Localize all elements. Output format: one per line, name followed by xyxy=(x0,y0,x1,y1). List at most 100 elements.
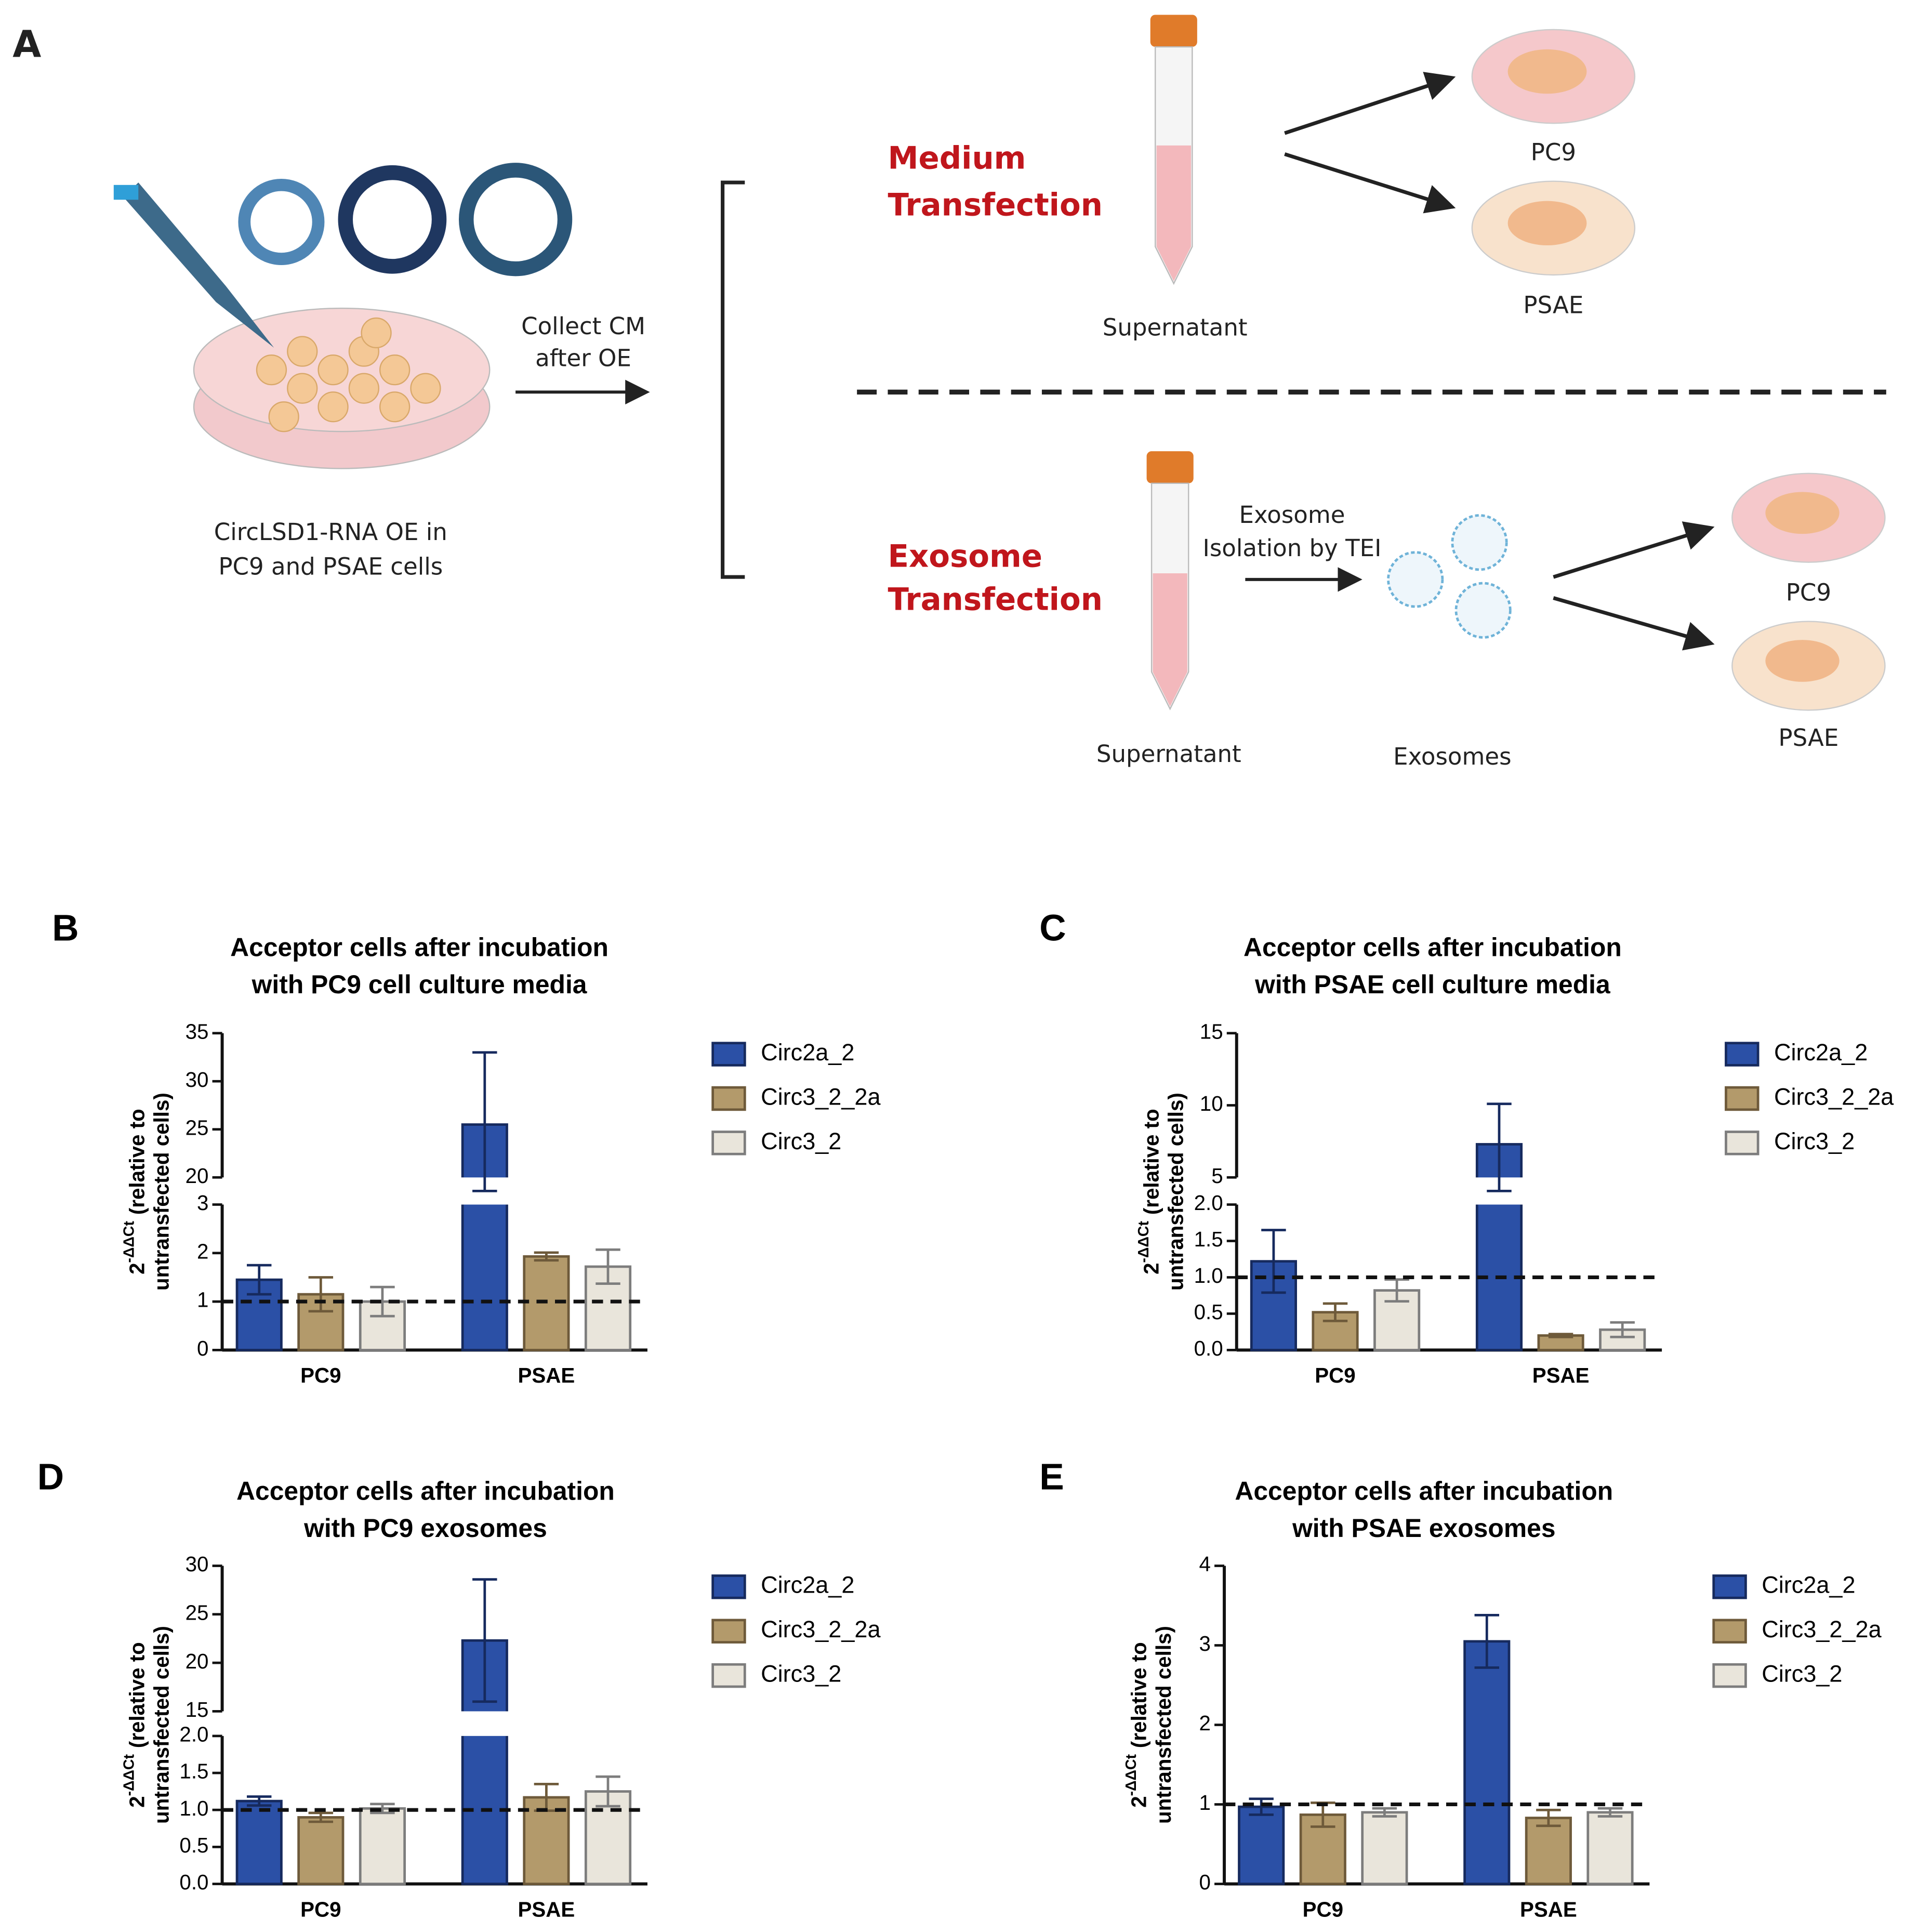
chart: C Acceptor cells after incubation with PSA… xyxy=(1039,908,1894,1388)
error-bar xyxy=(1548,1333,1573,1338)
legend-swatch xyxy=(711,1574,746,1599)
legend-swatch xyxy=(1712,1574,1747,1599)
bar xyxy=(235,1799,283,1885)
y-axis-label: 2-ΔΔCt (relative to xyxy=(1135,1109,1163,1274)
error-bar xyxy=(1536,1808,1561,1828)
axis-break-gap xyxy=(460,1711,510,1736)
cells xyxy=(256,317,441,432)
route-title: Transfection xyxy=(888,582,1103,617)
y-tick-label: 1.5 xyxy=(179,1759,208,1783)
panel-label: D xyxy=(37,1456,64,1497)
y-tick-label: 20 xyxy=(186,1164,209,1188)
legend-label: Circ3_2 xyxy=(761,1661,841,1687)
error-bar xyxy=(1487,1102,1512,1192)
chart-title: Acceptor cells after incubation xyxy=(236,1477,615,1506)
arrow xyxy=(1284,72,1456,135)
y-tick-label: 3 xyxy=(1199,1632,1211,1655)
legend-label: Circ3_2_2a xyxy=(761,1083,881,1110)
y-tick-label: 3 xyxy=(197,1191,208,1215)
y-axis-label-base: 2 xyxy=(1127,1796,1150,1807)
chart: D Acceptor cells after incubation with PC9… xyxy=(37,1456,881,1921)
y-axis-label: untransfected cells) xyxy=(1152,1626,1175,1824)
caption: PC9 and PSAE cells xyxy=(218,553,443,581)
y-tick-label: 30 xyxy=(186,1068,209,1092)
y-tick-label: 20 xyxy=(186,1649,209,1673)
error-bar xyxy=(1322,1302,1348,1322)
panel-label: C xyxy=(1039,908,1066,949)
chart-title: with PC9 cell culture media xyxy=(252,970,588,999)
y-tick-label: 0.5 xyxy=(1194,1300,1223,1324)
x-tick-label: PC9 xyxy=(300,1897,341,1921)
y-axis-label-text: (relative to xyxy=(125,1642,149,1748)
y-axis-label: untransfected cells) xyxy=(1164,1093,1188,1291)
x-tick-label: PC9 xyxy=(300,1363,341,1387)
dish-label: PC9 xyxy=(1531,139,1576,166)
y-tick-label: 2 xyxy=(1199,1711,1211,1735)
legend-swatch xyxy=(711,1131,746,1155)
error-bar xyxy=(370,1803,395,1815)
pipette xyxy=(123,182,274,348)
y-tick-label: 30 xyxy=(186,1552,209,1576)
legend-swatch xyxy=(711,1663,746,1688)
y-axis-label: 2-ΔΔCt (relative to xyxy=(121,1642,149,1808)
panel-label: A xyxy=(12,23,41,66)
y-axis-label-base: 2 xyxy=(125,1263,149,1274)
tube-liquid xyxy=(1156,145,1191,281)
tube-liquid xyxy=(1153,573,1187,707)
error-bar xyxy=(1474,1613,1500,1669)
chart-title: Acceptor cells after incubation xyxy=(1235,1477,1613,1506)
y-tick-label: 1 xyxy=(197,1288,208,1312)
route-title: Transfection xyxy=(888,187,1103,223)
legend-label: Circ2a_2 xyxy=(761,1039,854,1066)
chart-title: with PC9 exosomes xyxy=(303,1514,547,1543)
y-axis-label: 2-ΔΔCt (relative to xyxy=(1123,1642,1151,1808)
y-tick-label: 25 xyxy=(186,1600,209,1624)
legend-swatch xyxy=(1712,1619,1747,1644)
plasmid xyxy=(338,165,447,274)
y-tick-label: 1 xyxy=(1199,1791,1211,1815)
y-tick-label: 0 xyxy=(1199,1870,1211,1894)
legend-label: Circ3_2_2a xyxy=(1762,1616,1882,1642)
legend-label: Circ2a_2 xyxy=(761,1572,854,1598)
legend-swatch xyxy=(711,1042,746,1067)
y-axis-label: untransfected cells) xyxy=(149,1093,173,1291)
plasmid xyxy=(458,163,573,277)
route-title: Medium xyxy=(888,140,1026,176)
y-axis-label: untransfected cells) xyxy=(149,1626,173,1824)
panel-label: B xyxy=(52,908,78,949)
panel-a: A CircLSD1-RNA OE in PC9 and PSAE cells … xyxy=(12,15,1886,770)
tube-cap xyxy=(1146,451,1194,483)
chart-title: Acceptor cells after incubation xyxy=(1243,933,1622,962)
tube-cap xyxy=(1150,15,1197,47)
arrow-label: Collect CM xyxy=(521,312,645,340)
y-tick-label: 1.0 xyxy=(1194,1264,1223,1287)
vesicle-label: Exosomes xyxy=(1393,743,1511,770)
arrow-label: Exosome xyxy=(1239,501,1345,529)
bar xyxy=(297,1816,345,1885)
y-axis-label-exponent: -ΔΔCt xyxy=(121,1221,137,1263)
y-tick-label: 10 xyxy=(1200,1092,1223,1115)
chart: B Acceptor cells after incubation with PC9… xyxy=(52,908,881,1388)
error-bar xyxy=(1249,1797,1274,1816)
chart-title: Acceptor cells after incubation xyxy=(230,933,608,962)
legend-label: Circ2a_2 xyxy=(1762,1572,1855,1598)
error-bar xyxy=(1261,1229,1286,1294)
arrow xyxy=(1553,521,1715,579)
arrow xyxy=(1284,152,1456,214)
y-axis-label-base: 2 xyxy=(1139,1263,1163,1274)
legend-label: Circ2a_2 xyxy=(1774,1039,1868,1066)
y-tick-label: 25 xyxy=(186,1115,209,1139)
arrow-label: after OE xyxy=(535,345,631,372)
legend-swatch xyxy=(711,1086,746,1111)
y-tick-label: 15 xyxy=(186,1698,209,1721)
y-axis-label-exponent: -ΔΔCt xyxy=(121,1754,137,1796)
error-bar xyxy=(1610,1321,1635,1338)
y-axis-label-exponent: -ΔΔCt xyxy=(1123,1754,1140,1796)
error-bar xyxy=(308,1811,334,1823)
error-bar xyxy=(308,1276,334,1313)
y-tick-label: 2.0 xyxy=(179,1723,208,1746)
y-axis-label-exponent: -ΔΔCt xyxy=(1135,1221,1152,1263)
legend-label: Circ3_2 xyxy=(761,1128,841,1154)
y-tick-label: 1.5 xyxy=(1194,1227,1223,1251)
